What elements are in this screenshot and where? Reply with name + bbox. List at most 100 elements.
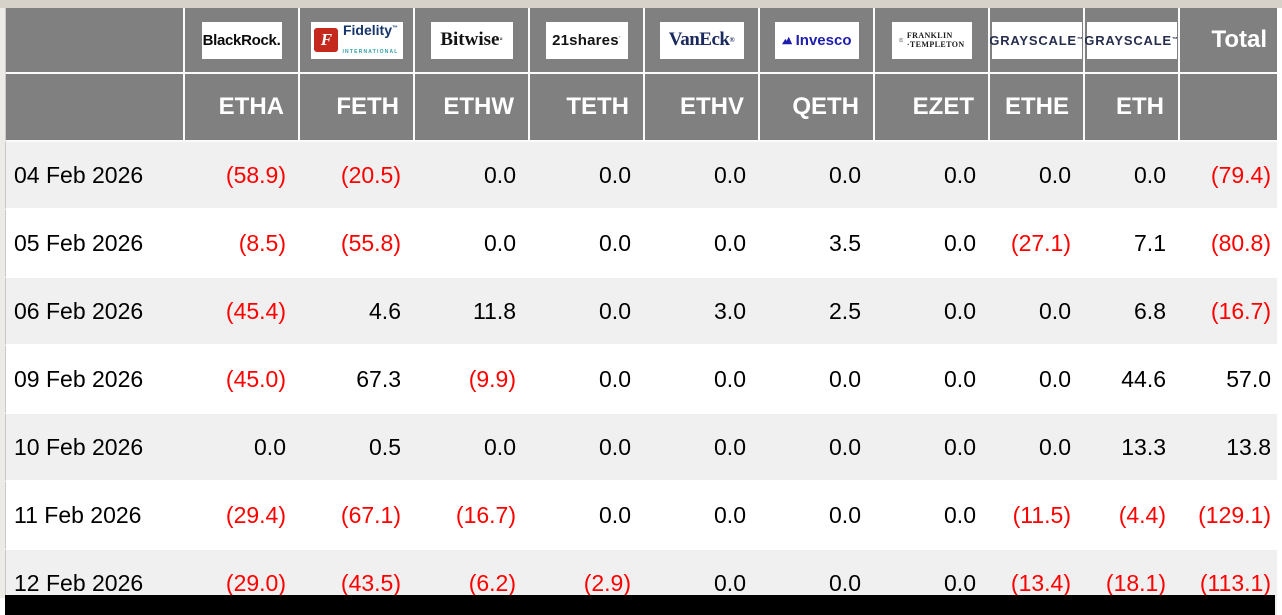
ticker-header-teth: TETH — [530, 74, 645, 142]
ticker-header-ezet: EZET — [875, 74, 990, 142]
value-cell-ethv: 0.0 — [645, 142, 760, 210]
grayscale-logo: GRAYSCALE ™ — [1085, 21, 1178, 59]
value-cell-feth: 4.6 — [300, 278, 415, 346]
value-cell-ethe: 0.0 — [990, 142, 1085, 210]
total-cell: 13.8 — [1180, 414, 1277, 482]
21shares-logo: 21shares ˙ — [545, 21, 628, 59]
date-cell: 11 Feb 2026 — [5, 482, 185, 550]
ticker-header-feth: FETH — [300, 74, 415, 142]
value-cell-ethv: 0.0 — [645, 482, 760, 550]
value-cell-ethw: 11.8 — [415, 278, 530, 346]
table-row: 11 Feb 2026 (29.4) (67.1) (16.7) 0.0 0.0 0.0 0.… — [5, 482, 1277, 550]
eth-etf-flow-table: BlackRock. F Fidelity™ INTERNATIONAL Bitw… — [5, 8, 1277, 615]
value-cell-teth: 0.0 — [530, 346, 645, 414]
next-row-black-bar — [5, 595, 1275, 615]
value-cell-etha: (29.4) — [185, 482, 300, 550]
total-cell: (79.4) — [1180, 142, 1277, 210]
table-row: 10 Feb 2026 0.0 0.5 0.0 0.0 0.0 0.0 0.0 0.0 13.3 1… — [5, 414, 1277, 482]
issuer-header-ethe: GRAYSCALE ™ — [990, 8, 1085, 74]
value-cell-ethe: (11.5) — [990, 482, 1085, 550]
issuer-header-ethw: Bitwise ° — [415, 8, 530, 74]
value-cell-teth: 0.0 — [530, 414, 645, 482]
vaneck-logo: VanEck ® — [659, 21, 744, 59]
grayscale-logo: GRAYSCALE ™ — [990, 21, 1083, 59]
value-cell-ethe: 0.0 — [990, 346, 1085, 414]
value-cell-eth: 0.0 — [1085, 142, 1180, 210]
value-cell-teth: 0.0 — [530, 142, 645, 210]
value-cell-etha: (58.9) — [185, 142, 300, 210]
date-cell: 05 Feb 2026 — [5, 210, 185, 278]
value-cell-ethw: 0.0 — [415, 142, 530, 210]
value-cell-eth: 13.3 — [1085, 414, 1180, 482]
total-cell: 57.0 — [1180, 346, 1277, 414]
ticker-row: ETHA FETH ETHW TETH ETHV QETH EZET ETHE ETH — [5, 74, 1277, 142]
table-row: 09 Feb 2026 (45.0) 67.3 (9.9) 0.0 0.0 0.0 0.0 0.… — [5, 346, 1277, 414]
total-header-spacer — [1180, 74, 1277, 142]
table-row: 05 Feb 2026 (8.5) (55.8) 0.0 0.0 0.0 3.5 0.0 (27… — [5, 210, 1277, 278]
ticker-header-ethw: ETHW — [415, 74, 530, 142]
value-cell-etha: (45.4) — [185, 278, 300, 346]
page-top-margin — [0, 0, 1282, 8]
value-cell-ethe: 0.0 — [990, 278, 1085, 346]
issuer-header-feth: F Fidelity™ INTERNATIONAL — [300, 8, 415, 74]
table-header: BlackRock. F Fidelity™ INTERNATIONAL Bitw… — [5, 8, 1277, 142]
total-cell: (80.8) — [1180, 210, 1277, 278]
corner-cell — [5, 74, 185, 142]
value-cell-teth: 0.0 — [530, 210, 645, 278]
value-cell-ethw: (9.9) — [415, 346, 530, 414]
value-cell-ethw: 0.0 — [415, 414, 530, 482]
value-cell-qeth: 0.0 — [760, 142, 875, 210]
value-cell-qeth: 0.0 — [760, 346, 875, 414]
value-cell-eth: 44.6 — [1085, 346, 1180, 414]
value-cell-feth: (20.5) — [300, 142, 415, 210]
value-cell-feth: (55.8) — [300, 210, 415, 278]
issuer-header-qeth: Invesco — [760, 8, 875, 74]
value-cell-ethw: (16.7) — [415, 482, 530, 550]
date-cell: 04 Feb 2026 — [5, 142, 185, 210]
ticker-header-qeth: QETH — [760, 74, 875, 142]
issuer-header-etha: BlackRock. — [185, 8, 300, 74]
value-cell-eth: 7.1 — [1085, 210, 1180, 278]
corner-cell — [5, 8, 185, 74]
fidelity-logo: F Fidelity™ INTERNATIONAL — [310, 21, 403, 59]
value-cell-ezet: 0.0 — [875, 414, 990, 482]
invesco-mountain-icon — [781, 36, 792, 44]
fidelity-f-icon: F — [314, 28, 339, 52]
ticker-header-ethe: ETHE — [990, 74, 1085, 142]
value-cell-qeth: 0.0 — [760, 414, 875, 482]
table-body: 04 Feb 2026 (58.9) (20.5) 0.0 0.0 0.0 0.0 0.0 0.… — [5, 142, 1277, 615]
value-cell-qeth: 2.5 — [760, 278, 875, 346]
value-cell-feth: 67.3 — [300, 346, 415, 414]
issuer-header-teth: 21shares ˙ — [530, 8, 645, 74]
ticker-header-eth: ETH — [1085, 74, 1180, 142]
value-cell-ethe: (27.1) — [990, 210, 1085, 278]
value-cell-etha: (8.5) — [185, 210, 300, 278]
ticker-header-ethv: ETHV — [645, 74, 760, 142]
value-cell-teth: 0.0 — [530, 278, 645, 346]
total-header: Total — [1180, 8, 1277, 74]
value-cell-ethv: 0.0 — [645, 414, 760, 482]
value-cell-ezet: 0.0 — [875, 346, 990, 414]
value-cell-etha: 0.0 — [185, 414, 300, 482]
value-cell-ethw: 0.0 — [415, 210, 530, 278]
total-cell: (16.7) — [1180, 278, 1277, 346]
total-cell: (129.1) — [1180, 482, 1277, 550]
table-row: 06 Feb 2026 (45.4) 4.6 11.8 0.0 3.0 2.5 0.0 0.0 6… — [5, 278, 1277, 346]
issuer-logo-row: BlackRock. F Fidelity™ INTERNATIONAL Bitw… — [5, 8, 1277, 74]
value-cell-ezet: 0.0 — [875, 210, 990, 278]
value-cell-ethv: 3.0 — [645, 278, 760, 346]
page-left-margin — [0, 8, 5, 598]
blackrock-logo: BlackRock. — [201, 21, 282, 59]
date-cell: 10 Feb 2026 — [5, 414, 185, 482]
ticker-header-etha: ETHA — [185, 74, 300, 142]
franklin-head-icon — [898, 37, 903, 43]
value-cell-ethe: 0.0 — [990, 414, 1085, 482]
franklin-templeton-logo: FRANKLIN ·TEMPLETON — [891, 21, 972, 59]
issuer-header-ezet: FRANKLIN ·TEMPLETON — [875, 8, 990, 74]
value-cell-ethv: 0.0 — [645, 346, 760, 414]
value-cell-ezet: 0.0 — [875, 278, 990, 346]
value-cell-teth: 0.0 — [530, 482, 645, 550]
value-cell-qeth: 0.0 — [760, 482, 875, 550]
table-row: 04 Feb 2026 (58.9) (20.5) 0.0 0.0 0.0 0.0 0.0 0.… — [5, 142, 1277, 210]
